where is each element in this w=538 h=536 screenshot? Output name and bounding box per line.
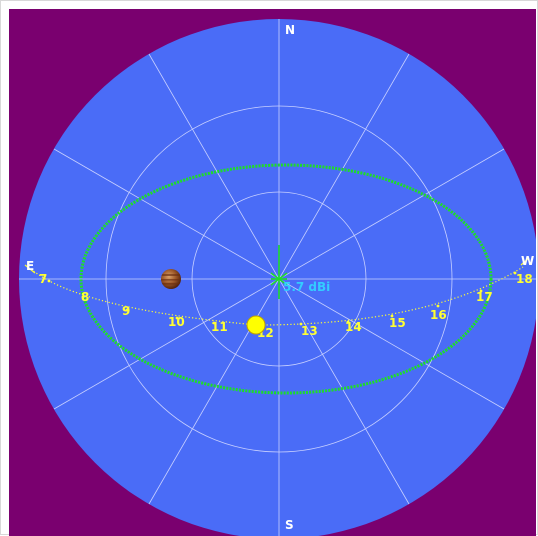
sun-path-point-9 bbox=[125, 308, 129, 312]
sun-path-point-10 bbox=[175, 316, 179, 320]
compass-west: W bbox=[521, 254, 534, 268]
compass-south: S bbox=[285, 518, 294, 532]
sun-icon[interactable] bbox=[246, 315, 266, 335]
hour-label-13: 13 bbox=[301, 324, 318, 338]
hour-label-18: 18 bbox=[516, 272, 533, 286]
hour-label-17: 17 bbox=[476, 290, 493, 304]
sun-path-point-17 bbox=[479, 289, 483, 293]
sun-path-hour-labels: 7 8 9 10 11 12 13 14 15 16 17 18 bbox=[39, 272, 533, 340]
sun-path-point-11 bbox=[212, 321, 216, 325]
antenna-gain-label: 5.7 dBi bbox=[283, 280, 330, 294]
sun-path-point-8 bbox=[81, 295, 85, 299]
sun-path-point-18 bbox=[513, 271, 517, 275]
antenna-boresight bbox=[270, 245, 288, 299]
jupiter-icon[interactable] bbox=[159, 269, 183, 289]
hour-label-16: 16 bbox=[430, 308, 447, 322]
hour-label-7: 7 bbox=[39, 272, 47, 286]
hour-label-15: 15 bbox=[389, 316, 406, 330]
sun-path-point-14 bbox=[346, 320, 350, 324]
sun-path-point-7 bbox=[47, 279, 51, 283]
sun-path-end-west bbox=[520, 257, 530, 266]
sky-plot[interactable]: 7 8 9 10 11 12 13 14 15 16 17 18 5.7 dBi bbox=[9, 9, 536, 536]
sun-path-end-east bbox=[24, 264, 36, 274]
sun-path-point-15 bbox=[390, 314, 394, 318]
hour-label-8: 8 bbox=[81, 290, 89, 304]
hour-label-10: 10 bbox=[168, 315, 185, 329]
antenna-pattern bbox=[79, 163, 493, 395]
sun-path-point-13 bbox=[299, 322, 303, 326]
sun-path-point-16 bbox=[436, 304, 440, 308]
compass-east: E bbox=[26, 259, 34, 273]
hour-label-11: 11 bbox=[211, 320, 228, 334]
hour-label-14: 14 bbox=[345, 320, 362, 334]
compass-north: N bbox=[285, 23, 295, 37]
hour-label-9: 9 bbox=[122, 304, 130, 318]
